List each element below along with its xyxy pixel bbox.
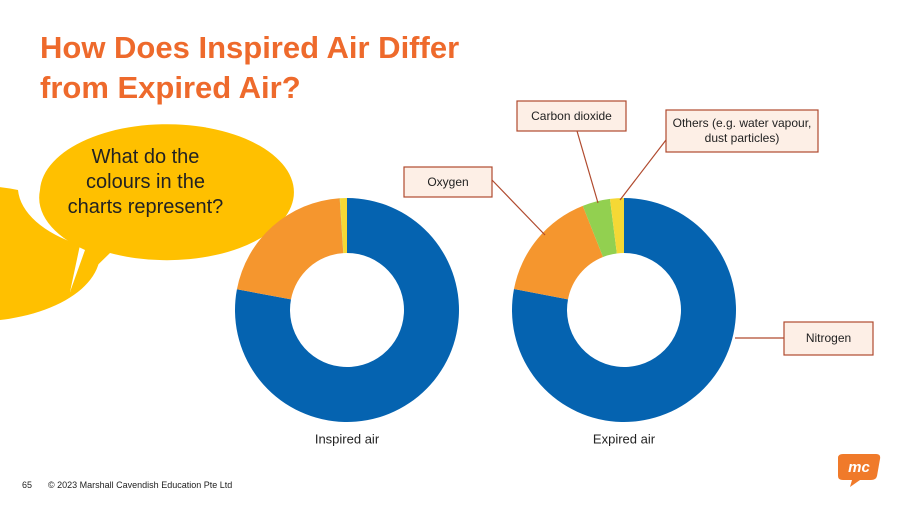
logo: mc [848, 459, 870, 476]
slide-title: How Does Inspired Air Differ from Expire… [40, 30, 460, 105]
speech-bubble-tail [0, 187, 100, 321]
callout-line [576, 130, 599, 204]
donut-segment [609, 198, 624, 254]
bubble-text: What do the colours in the charts repres… [67, 146, 224, 218]
callout-box [403, 166, 493, 198]
callout-box [665, 109, 819, 153]
callout-label: Carbon dioxide [531, 108, 612, 123]
callout-label: Oxygen [427, 174, 469, 189]
series-label: Expired air [593, 431, 656, 446]
donut-segment [236, 198, 344, 300]
callout-label: Nitrogen [805, 331, 852, 345]
callout-label: Others (e.g. water vapour, dust particle… [672, 116, 812, 145]
donut-segment [513, 205, 604, 300]
donut-segment [235, 198, 460, 422]
callout-box [783, 321, 874, 356]
speech-bubble [39, 124, 294, 293]
page-number: 65 [22, 480, 33, 490]
callout-line [619, 139, 667, 201]
donut-segment [582, 198, 617, 258]
callout-line [491, 179, 546, 236]
logo-shape [838, 454, 881, 487]
donut-segment [339, 198, 347, 254]
series-label: Inspired air [315, 431, 380, 446]
copyright: © 2023 Marshall Cavendish Education Pte … [48, 480, 233, 490]
donut-segment [339, 198, 344, 254]
callout-box [516, 100, 627, 132]
donut-segment [512, 198, 737, 423]
